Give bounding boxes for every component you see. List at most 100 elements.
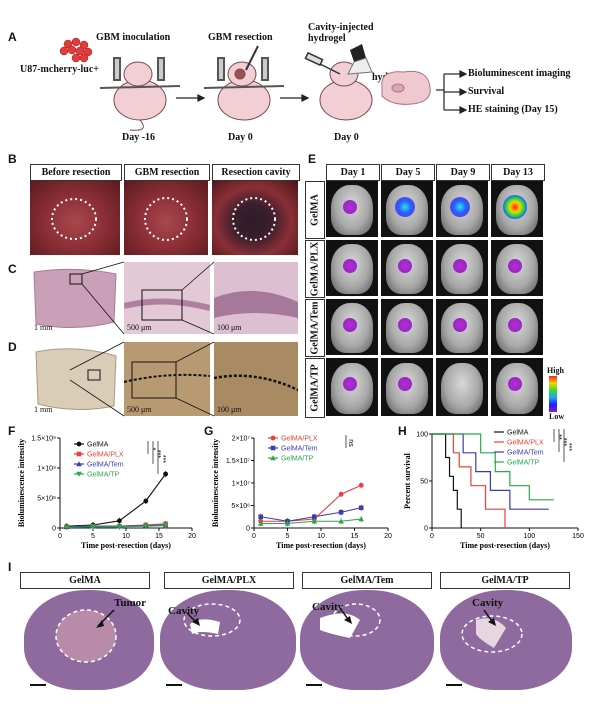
- legend-entry: GelMA/TP: [87, 472, 120, 479]
- y-tick-label: 1×10⁷: [232, 481, 251, 488]
- scalebar-i3: [306, 684, 322, 686]
- step3-day: Day 0: [334, 132, 359, 143]
- label-resection-cavity: Resection cavity: [212, 164, 300, 181]
- y-axis-label: Bioluminescence intensity: [17, 439, 26, 527]
- y-tick-label: 1.5×10⁹: [31, 436, 56, 443]
- bli-image-3-1: [326, 299, 378, 355]
- legend-entry: GelMA/TP: [281, 456, 314, 463]
- bli-image-1-3: [436, 181, 488, 237]
- x-axis-label: Time post-resection (days): [81, 541, 171, 550]
- brain-section-gelma-tem: [300, 590, 434, 690]
- y-axis-label: Percent survival: [403, 452, 412, 508]
- he-zoom-2: 100 μm: [214, 262, 298, 334]
- legend-marker: [76, 461, 82, 467]
- chart-f: 0 5 10 15 20 0 5×10⁸ 1×10⁹ 1.5×10⁹ Time post-rese…: [17, 436, 196, 551]
- stereotaxic-icon-2: [203, 45, 285, 89]
- step1-title: GBM inoculation: [96, 32, 171, 43]
- data-point: [143, 498, 149, 504]
- zoom-connectors-d: [69, 341, 215, 417]
- outcome-bioluminescent-imaging: Bioluminescent imaging: [468, 68, 571, 79]
- colorbar: [549, 376, 557, 412]
- panel-letter-c: C: [8, 262, 17, 276]
- legend-entry: GelMA/PLX: [281, 436, 318, 443]
- survival-curve: [432, 433, 554, 501]
- significance-label: ns: [347, 439, 354, 447]
- annotation-cavity-tp: Cavity: [472, 597, 504, 609]
- step1-day: Day -16: [122, 132, 156, 143]
- data-point: [338, 518, 344, 524]
- label-i-gelma: GelMA: [20, 572, 150, 589]
- significance-label: ***: [565, 443, 572, 451]
- brain-section-gelma-plx: [160, 590, 296, 690]
- row-label-gelma: GelMA: [305, 181, 325, 239]
- y-tick-label: 5×10⁶: [231, 503, 250, 510]
- data-point: [143, 524, 149, 529]
- stereotaxic-icon-1: [99, 57, 181, 89]
- day-1-header: Day 1: [326, 164, 380, 181]
- mouse-icon-2: [217, 61, 271, 121]
- legend-entry: GelMA/TP: [507, 460, 540, 467]
- annotation-cavity-tem: Cavity: [312, 601, 344, 613]
- significance-label: ***: [560, 438, 567, 446]
- significance-bracket: **: [553, 429, 562, 442]
- scalebar-d1: 1 mm: [34, 405, 53, 414]
- series-gelma-tp: GelMA/TP: [63, 472, 169, 531]
- outcome-survival: Survival: [468, 86, 505, 97]
- data-point: [311, 518, 318, 524]
- legend-marker: [76, 451, 82, 457]
- data-point: [312, 514, 317, 520]
- label-before-resection: Before resection: [30, 164, 122, 181]
- x-tick-label: 5: [286, 533, 290, 540]
- bli-image-4-1: [326, 358, 378, 416]
- y-tick-label: 0: [424, 526, 428, 533]
- annotation-tumor: Tumor: [114, 597, 146, 609]
- significance-bracket: ***: [563, 429, 572, 462]
- data-point: [63, 525, 70, 531]
- bioluminescence-signal: [508, 377, 522, 391]
- he-zoom-1: 500 μm: [123, 262, 211, 334]
- x-tick-label: 10: [317, 533, 325, 540]
- bli-image-3-3: [436, 299, 488, 355]
- colorbar-high: High: [547, 366, 564, 375]
- y-tick-label: 1.5×10⁷: [226, 458, 251, 465]
- legend-marker: [270, 455, 276, 461]
- zoom-connectors-c: [81, 261, 215, 335]
- x-axis-label: Time post-resection (days): [460, 541, 550, 550]
- x-tick-label: 50: [477, 533, 485, 540]
- legend-entry: GelMA/Tem: [507, 450, 544, 457]
- bioluminescence-signal: [398, 259, 412, 273]
- significance-label: **: [555, 434, 562, 440]
- row-label-gelma-tp: GelMA/TP: [305, 358, 325, 418]
- significance-label: ***: [154, 450, 161, 458]
- mouse-icon-1: [113, 61, 167, 131]
- bioluminescence-signal: [453, 318, 467, 332]
- scalebar-i1: [30, 684, 46, 686]
- cell-cluster-icon: [59, 37, 93, 63]
- panel-a-schematic: [59, 37, 468, 131]
- data-point: [116, 524, 123, 530]
- significance-bracket: ns: [345, 435, 354, 448]
- x-tick-label: 20: [188, 533, 196, 540]
- data-point: [117, 518, 122, 524]
- lamp-icon: [347, 44, 373, 75]
- data-point: [284, 520, 291, 526]
- panel-letter-a: A: [8, 30, 17, 44]
- bioluminescence-signal: [343, 318, 357, 332]
- survival-curve: [432, 433, 506, 528]
- bioluminescence-signal: [398, 318, 412, 332]
- bli-image-4-4: [491, 358, 543, 416]
- data-point: [358, 482, 364, 488]
- bli-image-4-3: [436, 358, 488, 416]
- mouse-head: [441, 362, 483, 414]
- process-arrows: [176, 70, 468, 114]
- bioluminescence-signal: [453, 259, 467, 273]
- data-point: [257, 520, 264, 526]
- legend-entry: GelMA/PLX: [507, 440, 544, 447]
- series-gelma-plx: GelMA/PLX: [432, 433, 544, 528]
- x-tick-label: 0: [430, 533, 434, 540]
- scalebar-c1: 1 mm: [34, 323, 53, 332]
- data-point: [358, 516, 364, 522]
- step2-title: GBM resection: [208, 32, 273, 43]
- label-gbm-resection: GBM resection: [124, 164, 210, 181]
- legend-marker: [76, 441, 82, 447]
